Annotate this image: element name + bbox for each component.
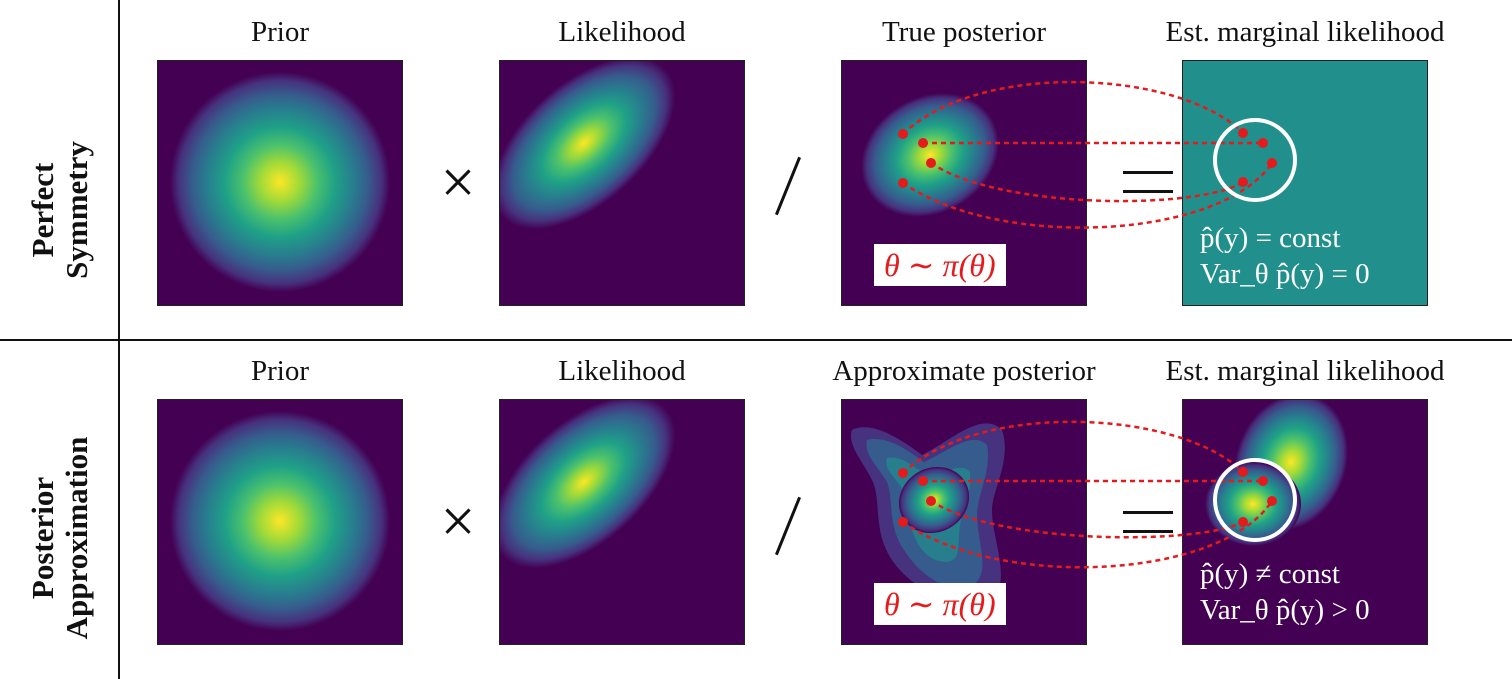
row1-label-line1: Perfect [25, 162, 60, 258]
row1-label-line2: Symmetry [59, 141, 94, 279]
row2-times-operator: × [440, 488, 476, 556]
row1-times-operator: × [440, 149, 476, 217]
horizontal-divider [0, 339, 1512, 341]
row2-title-likelihood: Likelihood [558, 355, 686, 387]
row1-ml-line2: Var_θ p̂(y) = 0 [1200, 258, 1370, 290]
row1-likelihood-heatmap [499, 60, 745, 306]
row1-marginal-text: p̂(y) = const Var_θ p̂(y) = 0 [1200, 220, 1370, 292]
row2-label-line2: Approximation [59, 436, 94, 640]
row1-prior-heatmap [157, 60, 403, 306]
row2-label-line1: Posterior [25, 476, 60, 600]
row2-marginal-text: p̂(y) ≠ const Var_θ p̂(y) > 0 [1200, 556, 1370, 628]
row2-likelihood-heatmap [499, 399, 745, 645]
row1-title-posterior: True posterior [881, 16, 1047, 48]
row1-divide-operator [774, 156, 802, 216]
row2-title-prior: Prior [251, 355, 309, 387]
row1-ml-line1: p̂(y) = const [1200, 222, 1341, 254]
row2-ml-line1: p̂(y) ≠ const [1200, 558, 1340, 590]
row2-title-marginal: Est. marginal likelihood [1165, 355, 1445, 387]
row1-title-likelihood: Likelihood [558, 16, 686, 48]
row2-divide-operator [774, 496, 802, 556]
row2-theta-sampling-label: θ ∼ π(θ) [874, 583, 1006, 625]
row2-title-posterior: Approximate posterior [832, 355, 1096, 387]
row1-theta-sampling-label: θ ∼ π(θ) [874, 244, 1006, 286]
row2-prior-heatmap [157, 399, 403, 645]
row1-equals-operator [1123, 171, 1173, 193]
row1-title-marginal: Est. marginal likelihood [1165, 16, 1445, 48]
row2-equals-operator [1123, 511, 1173, 533]
row2-ml-line2: Var_θ p̂(y) > 0 [1200, 594, 1370, 626]
row1-title-prior: Prior [251, 16, 309, 48]
